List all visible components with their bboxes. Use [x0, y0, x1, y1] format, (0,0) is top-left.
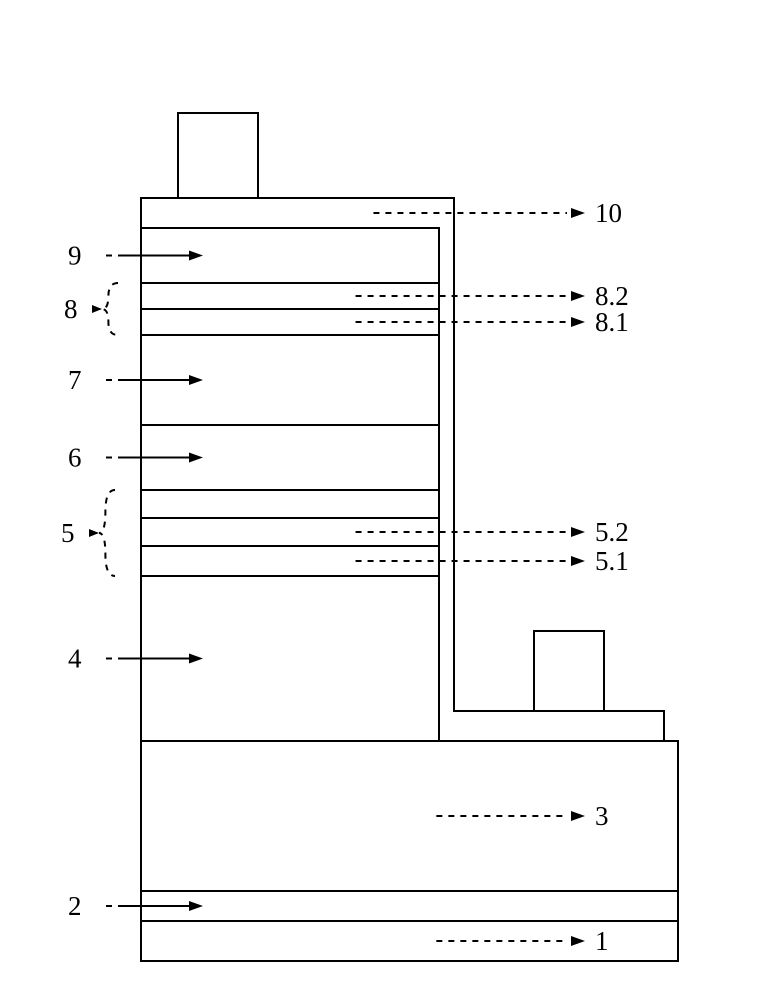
label-1: 1	[595, 926, 609, 956]
label-5_1: 5.1	[595, 546, 629, 576]
label-9: 9	[68, 241, 82, 271]
label-6: 6	[68, 443, 82, 473]
brace-5	[99, 490, 115, 576]
arrow-head	[571, 556, 585, 566]
label-10: 10	[595, 198, 622, 228]
label-3: 3	[595, 801, 609, 831]
brace-arrow-5	[89, 529, 99, 537]
arrow-head	[571, 527, 585, 537]
label-2: 2	[68, 891, 82, 921]
label-8: 8	[64, 294, 78, 324]
label-5_2: 5.2	[595, 517, 629, 547]
arrow-head	[571, 811, 585, 821]
brace-arrow-8	[92, 305, 102, 313]
right-electrode	[534, 631, 604, 711]
label-8_2: 8.2	[595, 281, 629, 311]
arrow-head	[189, 654, 203, 664]
brace-8	[102, 283, 118, 335]
label-7: 7	[68, 365, 82, 395]
arrow-head	[571, 936, 585, 946]
arrow-head	[571, 291, 585, 301]
layer-10	[141, 198, 664, 741]
layer-5b	[141, 490, 439, 518]
arrow-head	[189, 901, 203, 911]
label-4: 4	[68, 644, 82, 674]
arrow-head	[571, 317, 585, 327]
label-8_1: 8.1	[595, 307, 629, 337]
layer-2	[141, 891, 678, 921]
arrow-head	[189, 375, 203, 385]
arrow-head	[189, 453, 203, 463]
top-electrode	[178, 113, 258, 198]
arrow-head	[571, 208, 585, 218]
label-5: 5	[61, 518, 75, 548]
arrow-head	[189, 251, 203, 261]
